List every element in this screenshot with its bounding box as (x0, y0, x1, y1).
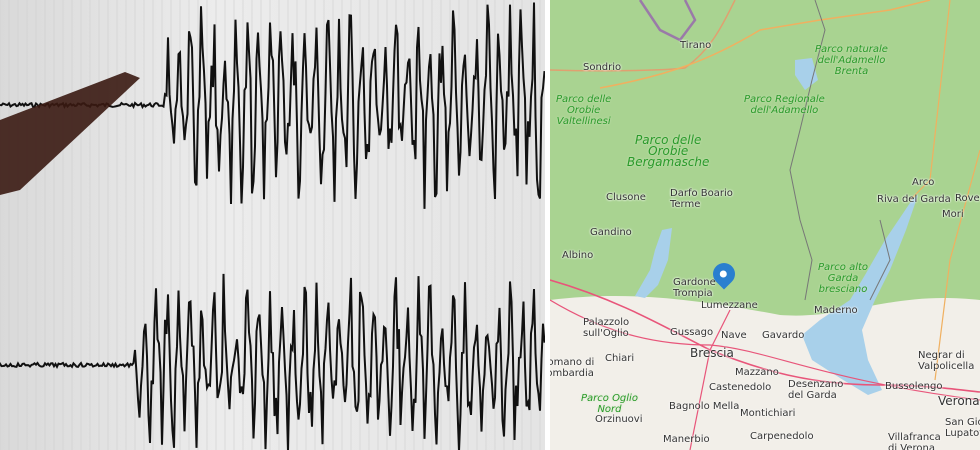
place-label: Nave (721, 330, 747, 341)
place-label: Montichiari (740, 408, 796, 419)
map-base (550, 0, 980, 450)
place-label: Verona (938, 394, 980, 408)
road (689, 309, 731, 450)
plain-area (550, 295, 980, 450)
place-label: Riva del Garda (877, 194, 951, 205)
place-label: Bussolengo (885, 381, 943, 392)
place-label: Villafranca di Verona (888, 432, 941, 450)
place-label: Brescia (690, 346, 734, 360)
seismic-trace (0, 273, 545, 450)
place-label: Desenzano del Garda (788, 379, 844, 401)
lake-iseo (635, 228, 672, 298)
place-label: Lumezzane (701, 300, 758, 311)
place-label: Tirano (680, 40, 712, 51)
map-panel[interactable]: Tirano Sondrio Clusone Darfo Boario Terme Ar… (550, 0, 980, 450)
place-label: Carpenedolo (750, 431, 814, 442)
park-label: Parco delle Orobie Valtellinesi (556, 94, 612, 127)
park-label: Parco naturale dell'Adamello Brenta (815, 44, 888, 77)
place-label: Mori (942, 209, 964, 220)
park-label: Parco Regionale dell'Adamello (744, 94, 825, 116)
place-label: Rovereto (955, 193, 980, 204)
place-label: Gussago (670, 327, 714, 338)
railway (550, 279, 980, 393)
place-label: Negrar di Valpolicella (918, 350, 975, 372)
place-label: Manerbio (663, 434, 710, 445)
place-label: Darfo Boario Terme (670, 188, 733, 210)
place-label: Arco (912, 177, 935, 188)
place-label: Chiari (605, 353, 635, 364)
place-label: Gandino (590, 227, 632, 238)
place-label: Orzinuovi (595, 414, 643, 425)
country-border (638, 0, 697, 42)
border (789, 0, 891, 301)
park-label: Parco Oglio Nord (581, 393, 638, 415)
pen-icon (0, 72, 140, 195)
place-label: Bagnolo Mella (669, 401, 740, 412)
place-label: Mazzano (735, 367, 779, 378)
place-label: Gavardo (762, 330, 805, 341)
place-label: Castenedolo (709, 382, 772, 393)
road (909, 0, 980, 381)
road (550, 299, 980, 401)
park-label: Parco alto Garda bresciano (818, 262, 869, 295)
park-label: Parco delle Orobie Bergamasche (627, 133, 710, 169)
seismograph-photo (0, 0, 545, 450)
lake-adamello (795, 58, 818, 90)
place-label: Albino (562, 250, 594, 261)
seismograph-traces (0, 0, 545, 450)
place-label: Clusone (606, 192, 646, 203)
place-label: Sondrio (583, 62, 622, 73)
place-label: San Giovanni Lupatoto (945, 417, 980, 439)
lake-garda (802, 195, 918, 395)
place-label: Romano di Lombardia (550, 357, 595, 379)
road (599, 0, 931, 89)
road (550, 0, 736, 72)
place-label: Palazzolo sull'Oglio (583, 317, 630, 339)
place-label: Maderno (814, 305, 858, 316)
